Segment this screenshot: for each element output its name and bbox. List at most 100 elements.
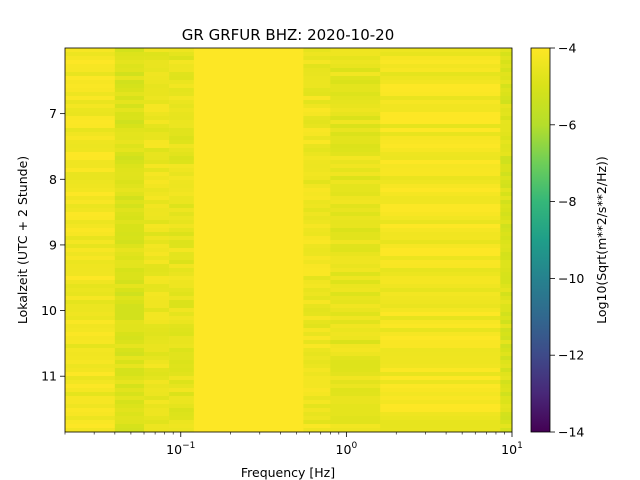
heatmap-cell — [169, 300, 195, 305]
heatmap-cell — [144, 224, 170, 229]
heatmap-cell — [330, 320, 381, 325]
heatmap-cell — [193, 132, 304, 137]
heatmap-cell — [65, 268, 116, 273]
heatmap-cell — [65, 76, 116, 81]
heatmap-cell — [169, 72, 195, 77]
heatmap-cell — [330, 276, 381, 281]
heatmap-cell — [193, 340, 304, 345]
heatmap-cell — [500, 100, 513, 105]
heatmap-cell — [303, 116, 331, 121]
heatmap-cell — [114, 236, 145, 241]
heatmap-cell — [65, 80, 116, 85]
heatmap-cell — [144, 216, 170, 221]
heatmap-cell — [193, 332, 304, 337]
heatmap-cell — [330, 104, 381, 109]
heatmap-cell — [114, 188, 145, 193]
heatmap-cell — [193, 192, 304, 197]
heatmap-cell — [193, 140, 304, 145]
heatmap-cell — [169, 212, 195, 217]
heatmap-cell — [114, 136, 145, 141]
heatmap-cell — [144, 344, 170, 349]
heatmap-cell — [380, 160, 501, 165]
heatmap-cell — [169, 316, 195, 321]
heatmap-cell — [380, 312, 501, 317]
heatmap-cell — [500, 244, 513, 249]
heatmap-cell — [144, 220, 170, 225]
heatmap-cell — [330, 236, 381, 241]
heatmap-cell — [193, 180, 304, 185]
heatmap-cell — [500, 180, 513, 185]
heatmap-cell — [65, 128, 116, 133]
heatmap-cell — [114, 340, 145, 345]
heatmap-cell — [193, 144, 304, 149]
heatmap-cell — [303, 92, 331, 97]
heatmap-cell — [144, 416, 170, 421]
heatmap-cell — [303, 164, 331, 169]
heatmap-cell — [144, 56, 170, 61]
heatmap-cell — [114, 300, 145, 305]
heatmap-cell — [169, 396, 195, 401]
colorbar-tick-label: −12 — [558, 348, 584, 363]
heatmap-cell — [380, 268, 501, 273]
heatmap-cell — [169, 420, 195, 425]
heatmap-cell — [500, 372, 513, 377]
heatmap-cell — [193, 344, 304, 349]
heatmap-cell — [65, 356, 116, 361]
heatmap-cell — [380, 404, 501, 409]
heatmap-cell — [144, 396, 170, 401]
heatmap-cell — [330, 424, 381, 429]
heatmap-cell — [114, 160, 145, 165]
heatmap-cell — [193, 152, 304, 157]
heatmap-cell — [380, 420, 501, 425]
heatmap-cell — [330, 168, 381, 173]
heatmap-cell — [303, 172, 331, 177]
heatmap-cell — [500, 72, 513, 77]
heatmap-cell — [193, 256, 304, 261]
heatmap-cell — [169, 196, 195, 201]
heatmap-cell — [65, 248, 116, 253]
heatmap-cell — [330, 348, 381, 353]
heatmap-cell — [114, 252, 145, 257]
heatmap-cell — [169, 76, 195, 81]
heatmap-cell — [330, 128, 381, 133]
heatmap-cell — [144, 252, 170, 257]
heatmap-cell — [65, 56, 116, 61]
heatmap-cell — [193, 200, 304, 205]
heatmap-cell — [380, 176, 501, 181]
heatmap-cell — [380, 308, 501, 313]
heatmap-cell — [500, 344, 513, 349]
heatmap-cell — [303, 168, 331, 173]
heatmap-cell — [330, 296, 381, 301]
heatmap-cell — [114, 328, 145, 333]
heatmap-cell — [500, 328, 513, 333]
heatmap-cell — [193, 288, 304, 293]
heatmap-cell — [114, 288, 145, 293]
heatmap-cell — [144, 156, 170, 161]
heatmap-cell — [193, 300, 304, 305]
heatmap-cell — [144, 328, 170, 333]
colorbar: −4 −6 −8 −10 −12 −14 — [530, 41, 584, 440]
heatmap-cell — [330, 332, 381, 337]
heatmap-cell — [169, 204, 195, 209]
heatmap-cell — [169, 88, 195, 93]
heatmap-cell — [380, 364, 501, 369]
heatmap-cell — [380, 376, 501, 381]
heatmap-cell — [380, 76, 501, 81]
heatmap-cell — [144, 260, 170, 265]
heatmap-cell — [303, 392, 331, 397]
heatmap-cell — [193, 176, 304, 181]
heatmap-cell — [169, 48, 195, 53]
heatmap-cell — [303, 336, 331, 341]
heatmap-cell — [65, 48, 116, 53]
heatmap-cell — [169, 68, 195, 73]
heatmap-cell — [303, 96, 331, 101]
heatmap-cell — [500, 136, 513, 141]
heatmap-cell — [380, 412, 501, 417]
heatmap-plot-area — [64, 47, 513, 433]
heatmap-cell — [65, 240, 116, 245]
heatmap-cell — [380, 400, 501, 405]
heatmap-cell — [500, 96, 513, 101]
heatmap-cell — [193, 372, 304, 377]
heatmap-cell — [65, 164, 116, 169]
